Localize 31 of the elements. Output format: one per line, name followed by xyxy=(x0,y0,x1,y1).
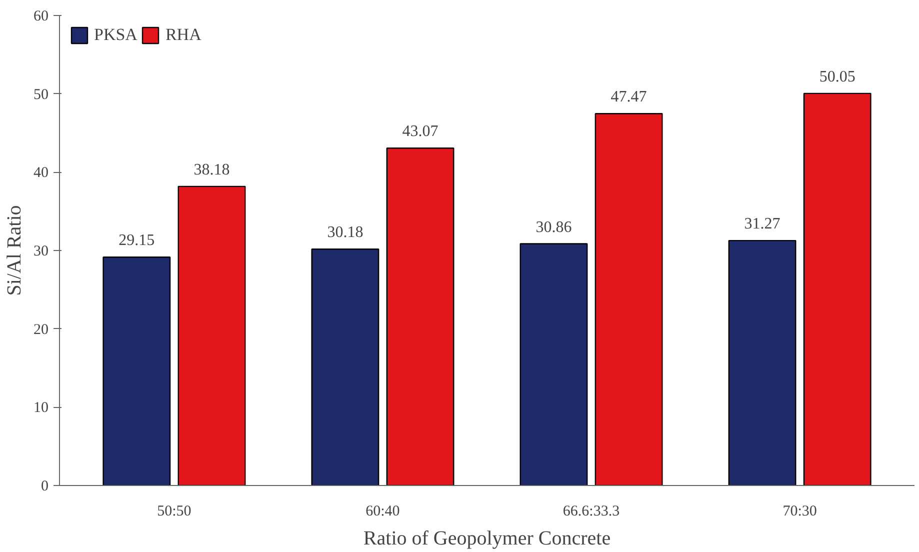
data-label: 38.18 xyxy=(194,161,230,178)
x-tick-label: 70:30 xyxy=(782,504,817,520)
bar xyxy=(520,243,588,486)
x-tick-label: 60:40 xyxy=(366,504,400,520)
y-tick-label: 30 xyxy=(34,244,48,260)
y-tick-label: 60 xyxy=(34,8,48,24)
legend-label: RHA xyxy=(165,25,202,45)
y-tick-label: 10 xyxy=(34,400,48,416)
data-label: 50.05 xyxy=(819,68,856,86)
data-label: 30.86 xyxy=(536,218,572,236)
bar xyxy=(102,256,171,486)
y-tick-label: 0 xyxy=(41,478,48,494)
x-tick-label: 66.6:33.3 xyxy=(562,504,620,520)
y-axis-title: Si/Al Ratio xyxy=(4,205,26,296)
bar xyxy=(386,148,454,486)
data-label: 30.18 xyxy=(327,224,364,242)
x-tick-label: 50:50 xyxy=(157,504,192,520)
data-label: 31.27 xyxy=(744,216,780,233)
y-tick-label: 20 xyxy=(34,322,48,338)
bar xyxy=(728,240,796,486)
data-label: 29.15 xyxy=(118,232,155,250)
data-label: 47.47 xyxy=(610,88,647,106)
data-label: 43.07 xyxy=(402,123,438,140)
bar xyxy=(803,92,872,486)
bar xyxy=(594,113,663,486)
bar xyxy=(311,248,380,486)
y-tick-label: 50 xyxy=(34,86,48,103)
bar xyxy=(178,186,246,486)
y-tick-label: 40 xyxy=(34,165,48,182)
x-axis-title: Ratio of Geopolymer Concrete xyxy=(363,528,611,550)
legend-label: PKSA xyxy=(94,25,138,45)
